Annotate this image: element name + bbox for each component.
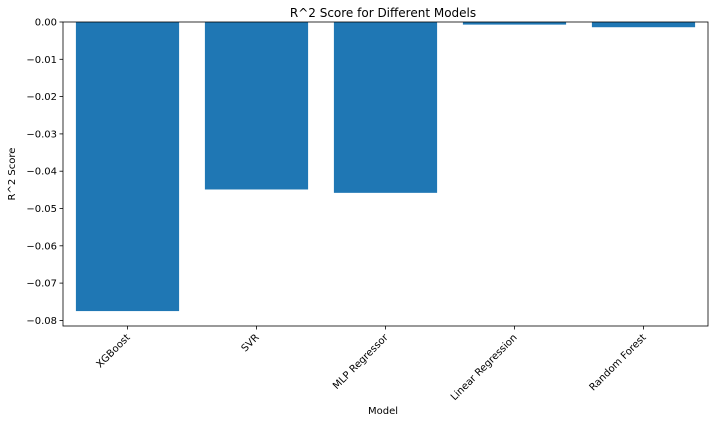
y-tick-label: −0.06	[26, 241, 57, 252]
y-tick-label: −0.01	[26, 55, 57, 66]
x-tick-label: Linear Regression	[449, 332, 520, 403]
y-tick-label: −0.02	[26, 92, 57, 103]
plot-area: 0.00 −0.01 −0.02 −0.03 −0.04 −0.05 −0.06 −0.07 −…	[26, 18, 709, 403]
y-tick-label: −0.03	[26, 129, 57, 140]
bar-random-forest	[591, 22, 696, 28]
bar-xgboost	[75, 22, 180, 312]
bar-svr	[204, 22, 309, 190]
x-tick-label: XGBoost	[95, 332, 133, 370]
x-tick-label: Random Forest	[588, 332, 649, 393]
bar-linear-regression	[462, 22, 567, 25]
y-tick-label: −0.08	[26, 316, 57, 327]
chart-title: R^2 Score for Different Models	[290, 6, 476, 20]
y-tick-label: −0.04	[26, 167, 57, 178]
x-tick-label: SVR	[240, 332, 262, 354]
y-tick-label: 0.00	[35, 18, 57, 29]
y-axis-title: R^2 Score	[7, 148, 18, 201]
y-tick-label: −0.05	[26, 204, 57, 215]
x-tick-label: MLP Regressor	[331, 332, 391, 392]
bar-mlp-regressor	[333, 22, 438, 193]
y-tick-label: −0.07	[26, 279, 57, 290]
x-axis-title: Model	[368, 406, 398, 417]
